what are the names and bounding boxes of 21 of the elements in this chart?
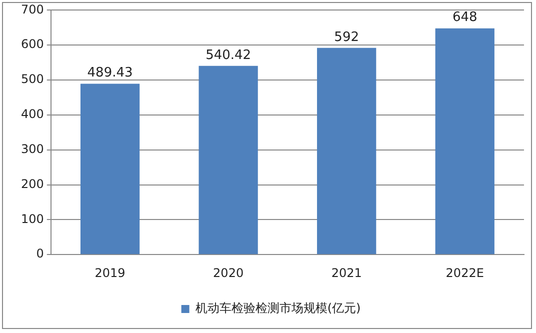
x-tick-label: 2020 xyxy=(213,266,244,280)
x-tick-label: 2019 xyxy=(94,266,126,280)
legend-label: 机动车检验检测市场规模(亿元) xyxy=(195,301,361,316)
y-tick-label: 300 xyxy=(21,142,44,156)
y-tick-label: 700 xyxy=(21,2,44,16)
x-tick-label: 2021 xyxy=(331,266,362,280)
bar xyxy=(317,48,376,254)
y-tick-label: 600 xyxy=(21,37,44,52)
bar xyxy=(80,84,140,254)
data-label: 648 xyxy=(452,10,478,26)
y-tick-label: 200 xyxy=(21,176,44,191)
y-tick-label: 0 xyxy=(36,246,44,261)
data-label: 540.42 xyxy=(206,48,252,63)
bar xyxy=(198,66,258,254)
y-tick-label: 400 xyxy=(21,107,44,122)
x-tick-label: 2022E xyxy=(446,266,484,280)
y-tick-label: 100 xyxy=(21,212,44,226)
data-label: 489.43 xyxy=(87,66,133,81)
y-tick-label: 500 xyxy=(21,72,44,86)
data-label: 592 xyxy=(334,30,360,45)
bar xyxy=(435,28,494,254)
